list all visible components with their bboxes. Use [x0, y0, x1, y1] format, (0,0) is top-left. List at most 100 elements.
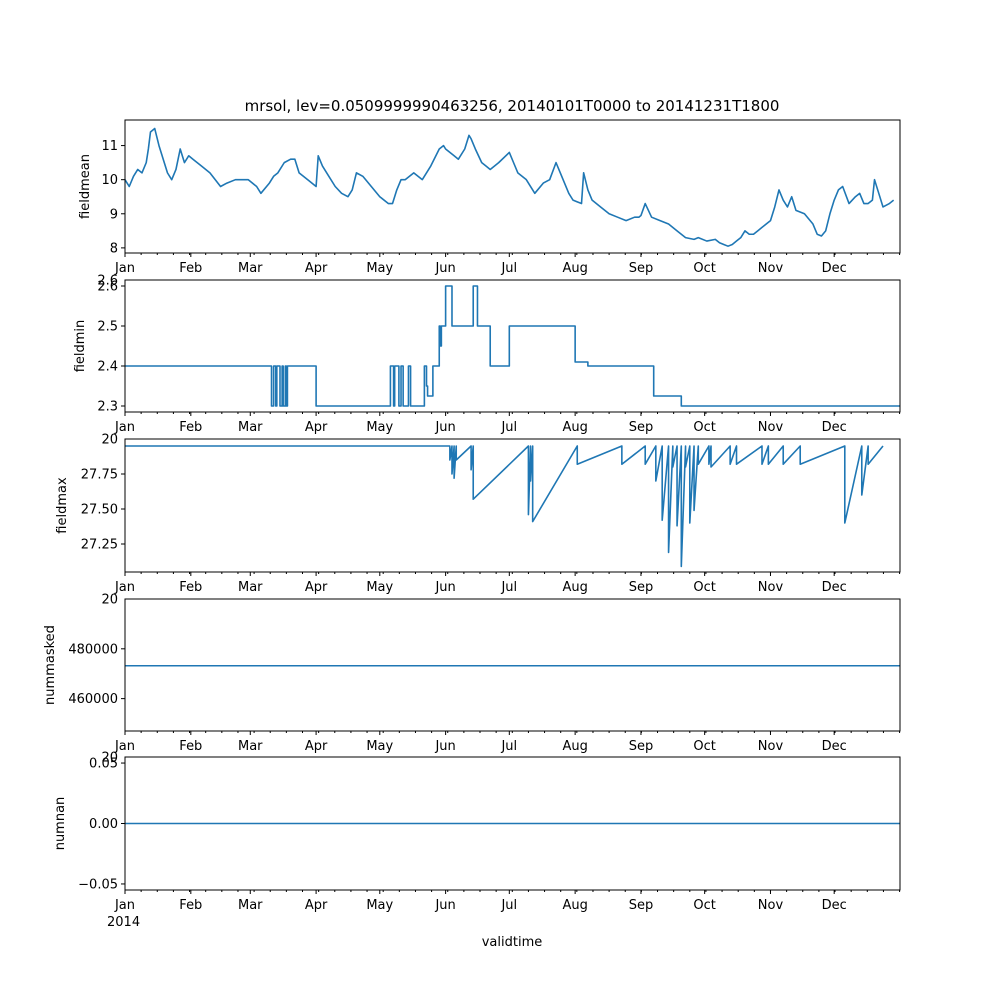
x-tick-label: Nov — [758, 739, 784, 754]
x-tick-label: Apr — [305, 420, 328, 435]
y-axis-label: fieldmin — [73, 320, 88, 373]
x-tick-label: Sep — [629, 420, 654, 435]
y-axis-label: numnan — [53, 797, 68, 851]
x-tick-label: Mar — [238, 420, 263, 435]
x-tick-label: Aug — [562, 739, 587, 754]
y-offset-label: 20 — [101, 751, 118, 766]
x-tick-label: Dec — [822, 580, 847, 595]
x-tick-label: Aug — [562, 420, 587, 435]
x-tick-label: Mar — [238, 739, 263, 754]
x-tick-label: Jan — [114, 261, 135, 276]
series-line-fieldmax — [125, 445, 884, 568]
plot-frame — [124, 756, 901, 891]
y-tick-label: 0.00 — [89, 817, 118, 832]
x-tick-label: Jul — [500, 739, 517, 754]
x-tick-label: Oct — [693, 261, 715, 276]
x-tick-label: Apr — [305, 739, 328, 754]
y-tick-label: 27.25 — [81, 538, 118, 553]
x-tick-label: Nov — [758, 898, 784, 913]
y-axis-label: nummasked — [43, 625, 58, 705]
x-tick-label: Dec — [822, 739, 847, 754]
series-line-fieldmin — [125, 285, 900, 407]
x-tick-label: May — [366, 739, 393, 754]
x-tick-label: Jul — [500, 898, 517, 913]
y-tick-label: 8 — [110, 241, 118, 256]
subplot-fieldmax: Jan Feb Mar Apr May Jun Jul Aug Sep Oct Nov Dec 27.2… — [55, 433, 901, 595]
x-tick-label: Feb — [179, 580, 202, 595]
y-offset-label: 20 — [101, 593, 118, 608]
y-tick-label: 10 — [101, 173, 118, 188]
x-tick-label: Nov — [758, 261, 784, 276]
x-tick-label: Nov — [758, 420, 784, 435]
year-label: 2014 — [107, 915, 140, 930]
x-tick-label: Jun — [434, 739, 455, 754]
x-tick-label: Aug — [562, 898, 587, 913]
x-tick-label: Jun — [434, 580, 455, 595]
x-tick-label: Jan — [114, 898, 135, 913]
x-tick-label: Aug — [562, 261, 587, 276]
x-tick-label: Jan — [114, 420, 135, 435]
y-tick-label: −0.05 — [78, 877, 118, 892]
x-tick-label: Apr — [305, 580, 328, 595]
chart-title: mrsol, lev=0.0509999990463256, 20140101T… — [245, 97, 780, 115]
plot-frame — [124, 438, 901, 573]
x-tick-label: Jun — [434, 261, 455, 276]
x-tick-label: Dec — [822, 898, 847, 913]
x-tick-label: Feb — [179, 420, 202, 435]
y-offset-label: 2.6 — [97, 274, 118, 289]
x-tick-label: Jul — [500, 420, 517, 435]
y-offset-label: 20 — [101, 433, 118, 448]
y-tick-label: 27.50 — [81, 503, 118, 518]
x-tick-label: May — [366, 580, 393, 595]
y-tick-label: 2.3 — [97, 400, 118, 415]
x-tick-label: Oct — [693, 580, 715, 595]
x-tick-label: Feb — [179, 261, 202, 276]
y-axis-label: fieldmax — [55, 477, 70, 534]
x-tick-label: Nov — [758, 580, 784, 595]
series-line-fieldmean — [125, 127, 895, 247]
x-tick-label: Apr — [305, 261, 328, 276]
x-tick-label: Mar — [238, 580, 263, 595]
plot-frame — [124, 598, 901, 732]
x-tick-label: Dec — [822, 261, 847, 276]
subplot-numnan: Jan Feb Mar Apr May Jun Jul Aug Sep Oct Nov Dec −0.0… — [53, 751, 901, 913]
y-tick-label: 2.6 — [97, 280, 118, 295]
y-tick-label: 2.5 — [97, 320, 118, 335]
y-tick-label: 27.75 — [81, 468, 118, 483]
x-tick-label: Jul — [500, 580, 517, 595]
x-tick-label: Dec — [822, 420, 847, 435]
y-tick-label: 9 — [110, 207, 118, 222]
x-tick-label: Oct — [693, 898, 715, 913]
y-tick-label: 460000 — [68, 692, 118, 707]
subplot-panels: Jan Feb Mar Apr May Jun Jul Aug Sep Oct Nov Dec 8 9 10… — [43, 119, 901, 913]
y-tick-label: 11 — [101, 139, 118, 154]
x-tick-label: Sep — [629, 580, 654, 595]
x-tick-label: Oct — [693, 739, 715, 754]
x-tick-label: Jan — [114, 580, 135, 595]
x-tick-label: Sep — [629, 898, 654, 913]
x-tick-label: Feb — [179, 739, 202, 754]
x-tick-label: May — [366, 420, 393, 435]
x-tick-label: Jul — [500, 261, 517, 276]
x-tick-label: Aug — [562, 580, 587, 595]
plot-frame — [124, 279, 901, 413]
plot-frame — [124, 119, 901, 254]
x-tick-label: May — [366, 898, 393, 913]
x-tick-label: Sep — [629, 261, 654, 276]
subplot-fieldmean: Jan Feb Mar Apr May Jun Jul Aug Sep Oct Nov Dec 8 9 10… — [78, 119, 901, 276]
x-tick-label: Apr — [305, 898, 328, 913]
x-tick-label: Mar — [238, 898, 263, 913]
x-tick-label: May — [366, 261, 393, 276]
y-axis-label: fieldmean — [78, 154, 93, 219]
x-tick-label: Jun — [434, 898, 455, 913]
x-tick-label: Jan — [114, 739, 135, 754]
x-tick-label: Sep — [629, 739, 654, 754]
y-tick-label: 0.05 — [89, 757, 118, 772]
subplot-fieldmin: Jan Feb Mar Apr May Jun Jul Aug Sep Oct Nov Dec 2.3 2… — [73, 274, 901, 435]
x-axis-label: validtime — [482, 935, 543, 950]
y-tick-label: 480000 — [68, 642, 118, 657]
x-tick-label: Feb — [179, 898, 202, 913]
subplot-nummasked: Jan Feb Mar Apr May Jun Jul Aug Sep Oct Nov Dec 4600… — [43, 593, 901, 754]
x-tick-label: Jun — [434, 420, 455, 435]
